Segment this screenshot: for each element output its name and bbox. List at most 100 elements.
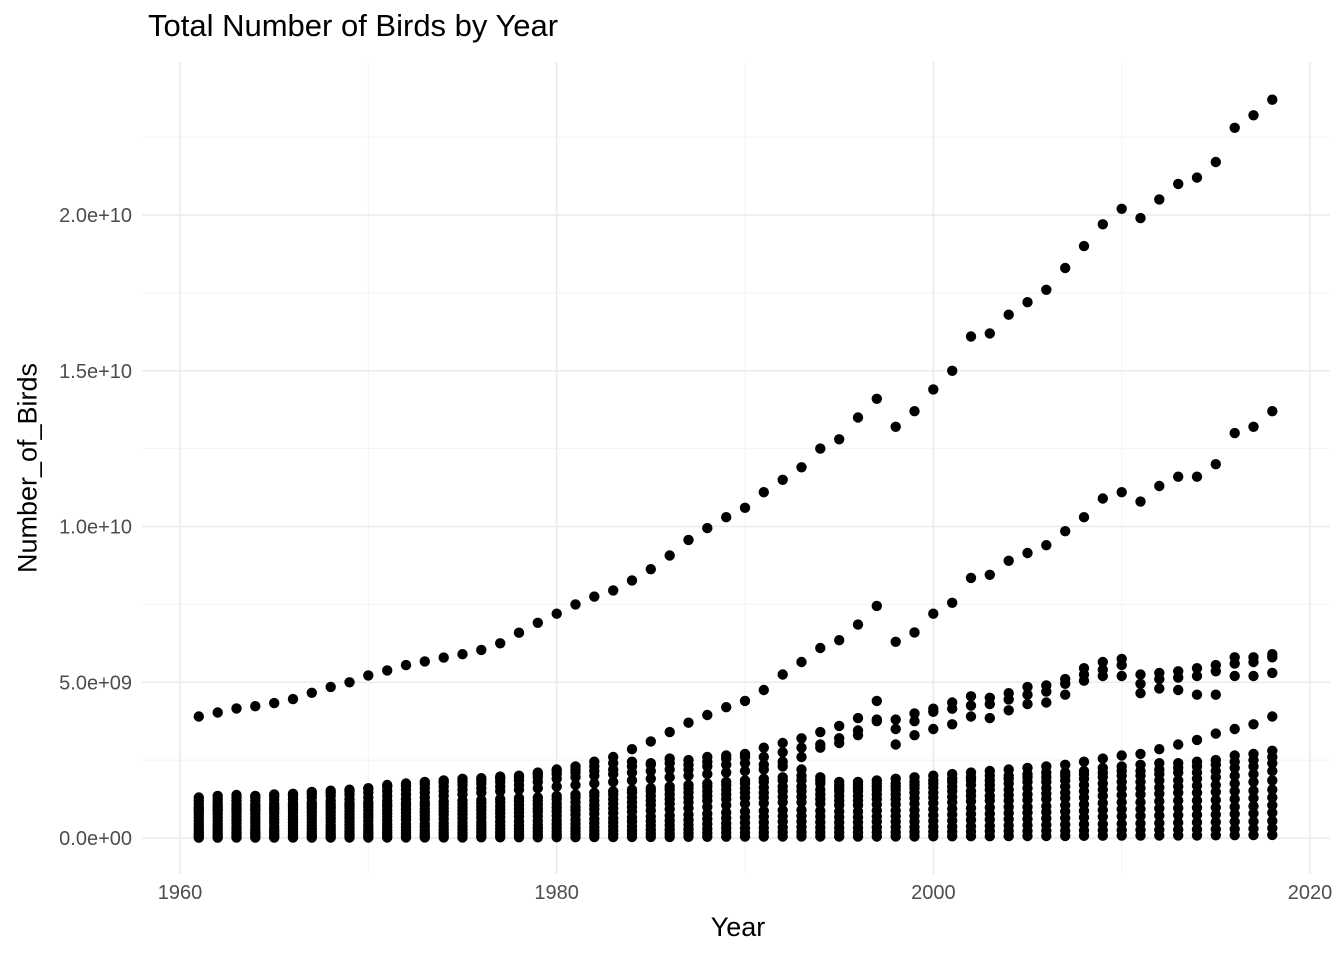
data-point: [815, 742, 826, 753]
data-point: [419, 656, 430, 667]
data-point: [250, 832, 261, 843]
data-point: [947, 703, 958, 714]
data-point: [1154, 803, 1165, 814]
data-point: [438, 832, 449, 843]
data-point: [645, 736, 656, 747]
data-point: [984, 569, 995, 580]
data-point: [287, 693, 299, 705]
data-point: [1267, 94, 1278, 105]
data-point: [702, 709, 713, 721]
data-point: [1229, 808, 1240, 820]
data-point: [1078, 240, 1090, 252]
data-point: [965, 711, 977, 722]
data-point: [834, 831, 845, 842]
y-tick-label: 5.0e+09: [59, 672, 132, 694]
data-point: [758, 797, 769, 809]
data-point: [438, 652, 449, 663]
data-point: [1229, 658, 1240, 669]
data-point: [1173, 178, 1184, 190]
data-point: [495, 638, 506, 649]
data-point: [1210, 728, 1222, 739]
data-point: [1097, 670, 1109, 682]
data-point: [1135, 496, 1146, 507]
data-point: [608, 776, 619, 788]
data-point: [852, 831, 864, 842]
data-point: [1229, 830, 1240, 841]
data-point: [1229, 122, 1240, 133]
data-point: [1210, 809, 1222, 820]
data-point: [400, 832, 412, 843]
data-point: [815, 831, 826, 842]
data-point: [1041, 697, 1052, 708]
data-point: [1229, 670, 1240, 682]
data-point: [683, 831, 694, 842]
data-point: [947, 719, 958, 730]
data-point: [608, 585, 619, 596]
data-point: [1041, 540, 1052, 551]
data-point: [1097, 830, 1109, 841]
y-axis-label: Number_of_Birds: [12, 362, 43, 574]
data-point: [626, 744, 638, 755]
data-point: [758, 831, 769, 842]
data-point: [1229, 762, 1240, 774]
data-point: [1191, 689, 1203, 700]
data-point: [777, 831, 788, 842]
data-point: [721, 800, 732, 811]
data-point: [796, 751, 807, 763]
data-point: [777, 761, 788, 772]
y-tick-label: 0.0e+00: [59, 828, 132, 850]
data-point: [645, 831, 656, 843]
data-point: [1173, 471, 1184, 482]
data-point: [928, 723, 939, 735]
data-point: [212, 832, 223, 843]
data-point: [871, 831, 882, 842]
data-point: [664, 764, 675, 775]
data-point: [890, 714, 901, 725]
data-point: [1191, 734, 1203, 746]
data-point: [947, 365, 958, 376]
data-point: [1003, 309, 1014, 320]
data-point: [815, 642, 826, 654]
data-point: [834, 434, 845, 445]
data-point: [645, 765, 656, 777]
data-point: [890, 421, 901, 432]
data-point: [1022, 681, 1033, 693]
data-point: [476, 832, 487, 843]
data-point: [1154, 796, 1165, 807]
data-point: [626, 767, 638, 778]
data-point: [1248, 785, 1259, 796]
data-point: [721, 831, 732, 842]
minor-gridlines: [142, 62, 1330, 874]
data-point: [1248, 808, 1259, 819]
data-point: [325, 681, 336, 693]
data-point: [1154, 683, 1165, 694]
data-point: [231, 703, 242, 714]
data-point: [796, 462, 807, 473]
data-point: [1041, 686, 1052, 697]
data-point: [1060, 759, 1071, 770]
data-point: [1173, 787, 1184, 798]
data-point: [1078, 512, 1090, 523]
data-points: [193, 94, 1278, 843]
data-point: [758, 751, 769, 763]
data-point: [890, 831, 901, 842]
data-point: [871, 716, 882, 727]
data-point: [909, 831, 920, 842]
data-point: [608, 768, 619, 780]
x-tick-label: 2000: [911, 882, 956, 904]
data-point: [1248, 829, 1259, 841]
data-point: [626, 575, 638, 586]
x-tick-label: 1980: [534, 882, 579, 904]
data-point: [1191, 663, 1203, 674]
data-point: [1210, 459, 1222, 470]
major-gridlines: [142, 62, 1330, 874]
data-point: [758, 742, 769, 753]
data-point: [1060, 830, 1071, 842]
data-point: [702, 522, 713, 534]
data-point: [758, 684, 769, 696]
data-point: [1173, 684, 1184, 696]
data-point: [984, 328, 995, 339]
data-point: [476, 787, 487, 798]
y-tick-label: 1.5e+10: [59, 361, 132, 383]
data-point: [551, 773, 562, 784]
